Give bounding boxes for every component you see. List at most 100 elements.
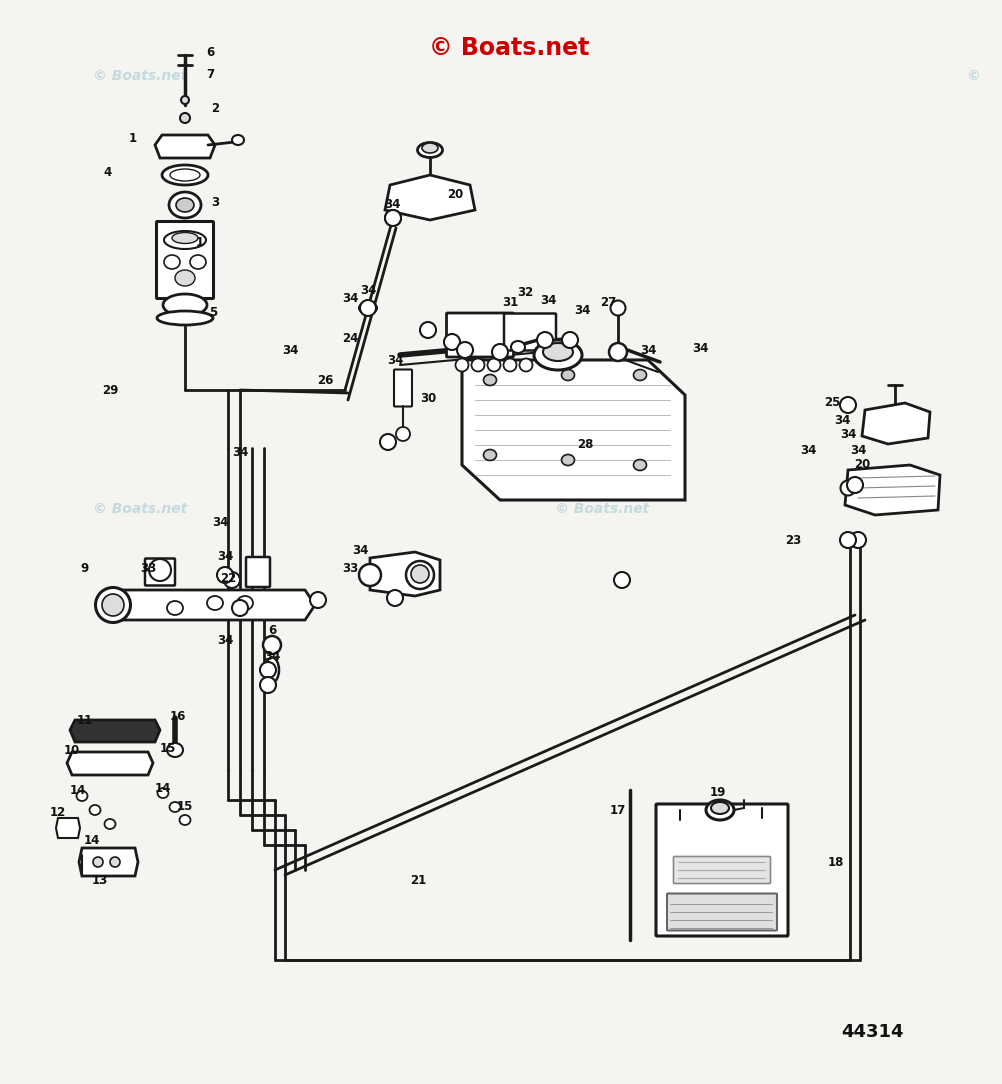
Ellipse shape — [420, 322, 436, 338]
Text: 34: 34 — [216, 633, 232, 646]
Ellipse shape — [231, 136, 243, 145]
Ellipse shape — [164, 231, 205, 249]
Ellipse shape — [260, 678, 276, 693]
Ellipse shape — [561, 332, 577, 348]
Ellipse shape — [613, 572, 629, 588]
Polygon shape — [385, 175, 475, 220]
Ellipse shape — [359, 302, 377, 314]
Text: 10: 10 — [64, 744, 80, 757]
Text: 34: 34 — [211, 516, 228, 529]
Text: 26: 26 — [317, 374, 333, 387]
Text: © Boats.net: © Boats.net — [93, 69, 187, 82]
Text: 34: 34 — [691, 341, 707, 354]
Text: 21: 21 — [410, 874, 426, 887]
Ellipse shape — [387, 590, 403, 606]
Ellipse shape — [849, 532, 865, 549]
Text: 14: 14 — [70, 784, 86, 797]
Ellipse shape — [633, 460, 646, 470]
Text: © Boats.net: © Boats.net — [554, 503, 648, 516]
Text: 14: 14 — [154, 782, 171, 795]
Text: 2: 2 — [210, 102, 218, 115]
Text: 19: 19 — [709, 786, 725, 799]
Text: 17: 17 — [609, 803, 625, 816]
Ellipse shape — [76, 791, 87, 801]
Text: 34: 34 — [384, 198, 400, 211]
Ellipse shape — [149, 559, 170, 581]
Ellipse shape — [169, 802, 180, 812]
Text: 25: 25 — [823, 396, 840, 409]
Text: 34: 34 — [849, 443, 866, 456]
Text: 5: 5 — [208, 306, 216, 319]
Ellipse shape — [110, 857, 120, 867]
Ellipse shape — [483, 450, 496, 461]
Text: 34: 34 — [352, 543, 368, 556]
Ellipse shape — [180, 96, 188, 104]
Text: 24: 24 — [342, 332, 358, 345]
Ellipse shape — [608, 343, 626, 361]
Text: 34: 34 — [264, 649, 280, 662]
Ellipse shape — [174, 270, 194, 286]
Ellipse shape — [95, 588, 130, 622]
Ellipse shape — [171, 232, 197, 244]
Text: 15: 15 — [159, 741, 176, 754]
Text: 28: 28 — [576, 439, 592, 452]
FancyBboxPatch shape — [446, 313, 513, 357]
FancyBboxPatch shape — [145, 558, 174, 585]
Ellipse shape — [471, 359, 484, 372]
Ellipse shape — [93, 857, 103, 867]
Text: ©: © — [965, 69, 979, 82]
Text: 34: 34 — [573, 304, 589, 317]
Text: 34: 34 — [342, 292, 358, 305]
Text: 12: 12 — [50, 805, 66, 818]
Ellipse shape — [360, 300, 376, 317]
Polygon shape — [861, 403, 929, 444]
Ellipse shape — [223, 572, 239, 588]
Ellipse shape — [457, 341, 473, 358]
Text: 20: 20 — [447, 189, 463, 202]
Text: 34: 34 — [639, 344, 655, 357]
Ellipse shape — [162, 165, 207, 185]
Ellipse shape — [839, 532, 855, 549]
Polygon shape — [155, 136, 214, 158]
Polygon shape — [844, 465, 939, 515]
Ellipse shape — [455, 359, 468, 372]
Ellipse shape — [519, 359, 532, 372]
Text: 44314: 44314 — [841, 1023, 903, 1041]
Text: 34: 34 — [387, 353, 403, 366]
Ellipse shape — [417, 142, 442, 157]
Ellipse shape — [710, 802, 728, 814]
Text: 34: 34 — [360, 284, 376, 297]
Text: 33: 33 — [342, 562, 358, 575]
Ellipse shape — [167, 743, 182, 757]
Ellipse shape — [164, 255, 179, 269]
Ellipse shape — [263, 636, 281, 654]
Polygon shape — [79, 848, 138, 876]
Text: 34: 34 — [282, 344, 298, 357]
Text: 34: 34 — [216, 550, 232, 563]
Polygon shape — [67, 752, 153, 775]
Ellipse shape — [396, 427, 410, 441]
Ellipse shape — [503, 359, 516, 372]
Ellipse shape — [561, 370, 574, 380]
Text: 3: 3 — [210, 195, 218, 208]
Polygon shape — [370, 552, 440, 596]
Ellipse shape — [385, 210, 401, 225]
Text: 15: 15 — [176, 800, 193, 813]
Ellipse shape — [385, 210, 401, 225]
Ellipse shape — [89, 805, 100, 815]
Ellipse shape — [492, 344, 507, 360]
Ellipse shape — [411, 565, 429, 583]
Ellipse shape — [175, 198, 193, 212]
Ellipse shape — [633, 370, 646, 380]
Text: 18: 18 — [827, 855, 844, 868]
Polygon shape — [108, 590, 315, 620]
Ellipse shape — [533, 340, 581, 370]
Ellipse shape — [536, 332, 552, 348]
Polygon shape — [462, 360, 684, 500]
Ellipse shape — [260, 662, 276, 678]
Ellipse shape — [542, 343, 572, 361]
Text: 13: 13 — [92, 874, 108, 887]
Text: 9: 9 — [81, 562, 89, 575]
Ellipse shape — [840, 480, 855, 495]
Ellipse shape — [179, 815, 190, 825]
